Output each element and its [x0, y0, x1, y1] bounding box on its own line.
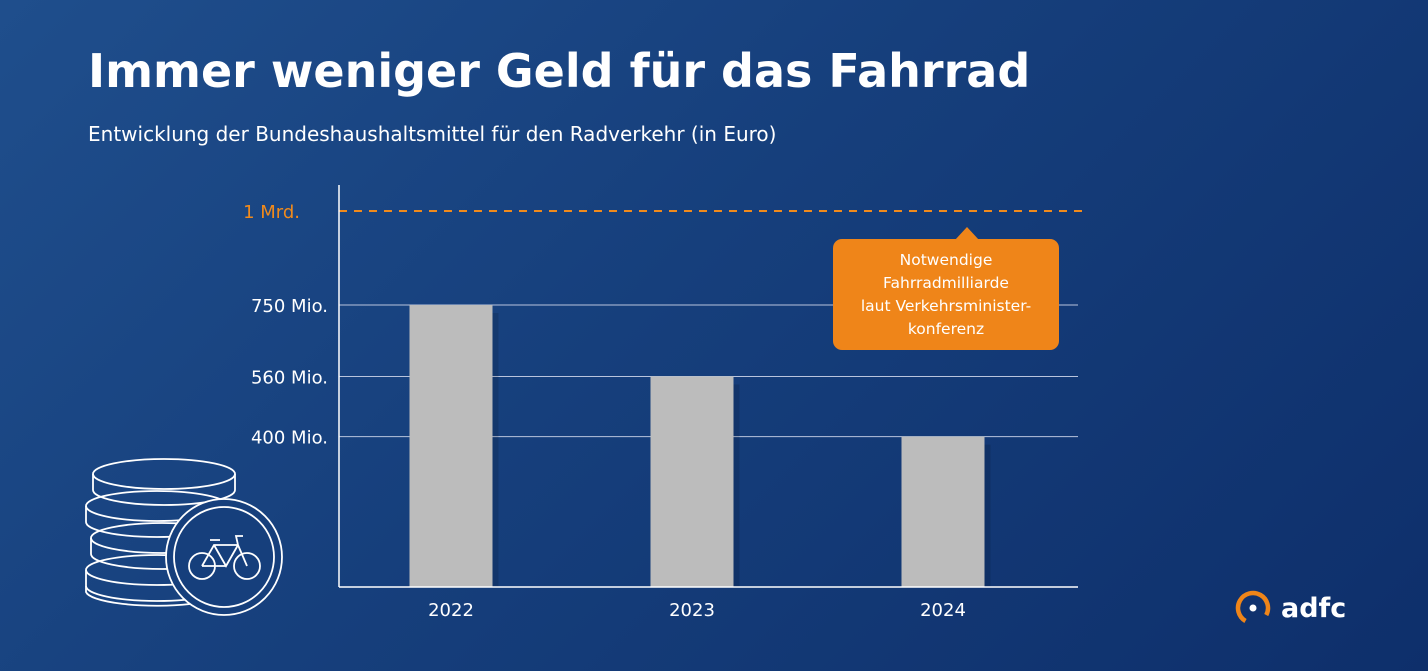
callout-line: konferenz — [907, 319, 985, 338]
coin-stack-icon — [85, 458, 283, 616]
annotation-callout: Notwendige Fahrradmilliarde laut Verkehr… — [833, 227, 1059, 350]
x-tick-label: 2023 — [669, 600, 715, 621]
y-tick-label: 560 Mio. — [251, 367, 328, 388]
callout-line: laut Verkehrsminister- — [860, 296, 1032, 315]
bar-2023 — [650, 376, 734, 587]
adfc-logo-text: adfc — [1281, 592, 1347, 624]
bar-2024 — [901, 436, 985, 587]
chart-title: Immer weniger Geld für das Fahrrad — [88, 44, 1031, 98]
chart-subtitle: Entwicklung der Bundeshaushaltsmittel fü… — [88, 122, 777, 146]
reference-label: 1 Mrd. — [243, 202, 300, 223]
adfc-logo-icon — [1235, 590, 1271, 626]
y-tick-label: 400 Mio. — [251, 428, 328, 449]
y-tick-label: 750 Mio. — [251, 296, 328, 317]
callout-line: Fahrradmilliarde — [883, 273, 1009, 292]
bar-2022 — [409, 305, 493, 587]
adfc-logo: adfc — [1233, 588, 1346, 628]
x-tick-label: 2024 — [920, 600, 966, 621]
callout-line: Notwendige — [899, 250, 993, 269]
x-tick-label: 2022 — [428, 600, 474, 621]
